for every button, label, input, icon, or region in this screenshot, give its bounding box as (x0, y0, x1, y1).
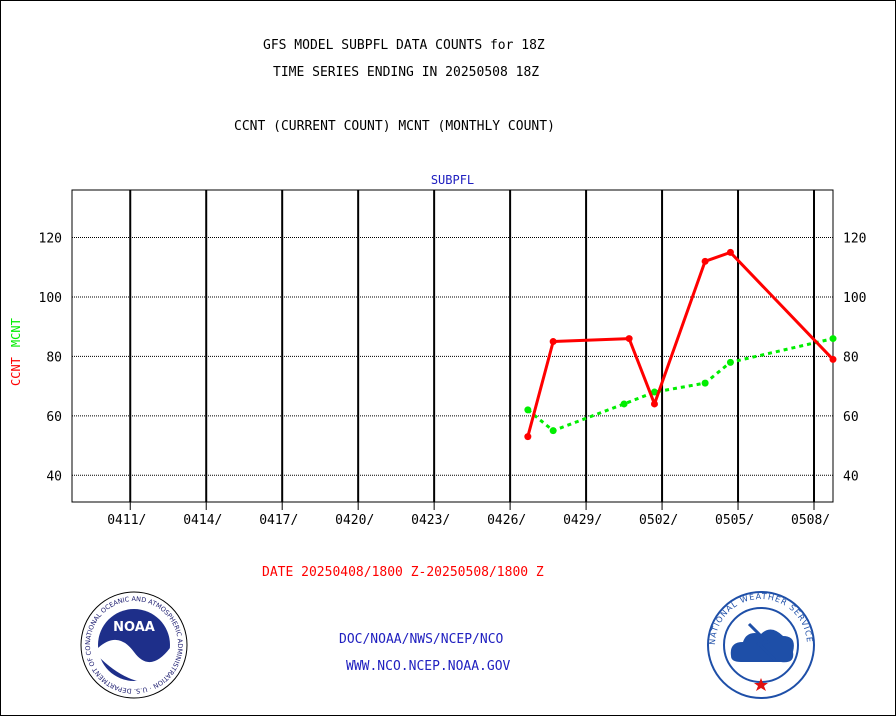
noaa-logo-text: NOAA (113, 620, 155, 635)
data-point-ccnt (701, 257, 709, 265)
date-range-label: DATE 20250408/1800 Z-20250508/1800 Z (262, 565, 544, 580)
data-point-mcnt (650, 388, 658, 396)
data-point-mcnt (829, 335, 837, 343)
y-axis-label: CCNT MCNT (9, 318, 23, 386)
y-tick-label-right: 100 (843, 291, 866, 306)
data-point-ccnt (650, 400, 658, 408)
data-point-ccnt (625, 335, 633, 343)
y-tick-label-left: 100 (39, 291, 62, 306)
y-tick-label-left: 120 (39, 232, 62, 247)
data-point-mcnt (620, 400, 628, 408)
data-point-mcnt (726, 358, 734, 366)
chart-title-line1: GFS MODEL SUBPFL DATA COUNTS for 18Z (263, 38, 545, 53)
data-point-ccnt (549, 338, 557, 346)
x-tick-label: 0502/ (639, 513, 678, 528)
series-line-ccnt (526, 250, 835, 437)
data-point-ccnt (524, 433, 532, 441)
x-tick-label: 0505/ (715, 513, 754, 528)
plot-title: SUBPFL (431, 173, 474, 187)
x-tick-label: 0414/ (183, 513, 222, 528)
data-point-ccnt (829, 355, 837, 363)
plot-area-frame (71, 189, 834, 503)
y-tick-label-left: 60 (46, 410, 62, 425)
y-axis-label-mcnt: MCNT (9, 318, 23, 347)
x-tick-label: 0429/ (563, 513, 602, 528)
x-tick-label: 0417/ (259, 513, 298, 528)
data-point-mcnt (549, 427, 557, 435)
series-line-mcnt (526, 337, 834, 433)
noaa-logo: NATIONAL OCEANIC AND ATMOSPHERIC ADMINIS… (78, 590, 188, 699)
x-tick-label: 0423/ (411, 513, 450, 528)
y-tick-label-left: 80 (46, 350, 62, 365)
y-tick-label-left: 40 (46, 469, 62, 484)
org-path-label: DOC/NOAA/NWS/NCEP/NCO (339, 632, 504, 647)
nws-logo: NATIONAL WEATHER SERVICE (707, 591, 815, 699)
x-tick-label: 0420/ (335, 513, 374, 528)
y-tick-label-right: 120 (843, 232, 866, 247)
data-point-ccnt (726, 248, 734, 256)
data-point-mcnt (701, 379, 709, 387)
data-point-mcnt (524, 406, 532, 414)
x-tick-label: 0426/ (487, 513, 526, 528)
chart-title-line3: CCNT (CURRENT COUNT) MCNT (MONTHLY COUNT… (234, 119, 555, 134)
x-tick-label: 0411/ (107, 513, 146, 528)
chart-title-line2: TIME SERIES ENDING IN 20250508 18Z (273, 65, 540, 80)
website-label: WWW.NCO.NCEP.NOAA.GOV (346, 659, 511, 674)
x-tick-label: 0508/ (791, 513, 830, 528)
y-tick-label-right: 80 (843, 350, 859, 365)
y-axis-label-ccnt: CCNT (9, 357, 23, 386)
y-tick-label-right: 60 (843, 410, 859, 425)
y-tick-label-right: 40 (843, 469, 859, 484)
